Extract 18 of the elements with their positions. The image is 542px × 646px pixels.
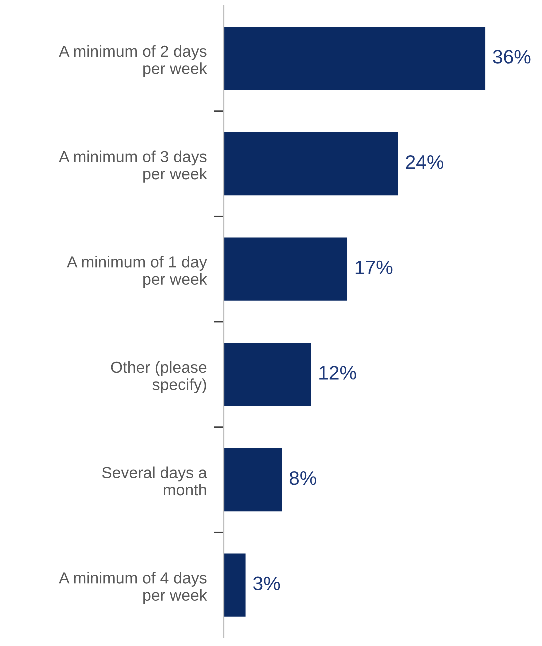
data-label: 3% (253, 576, 280, 591)
data-label: 24% (406, 155, 444, 170)
y-tick-label: A minimum of 2 days per week (59, 45, 208, 78)
bar (224, 554, 246, 617)
data-label: 12% (320, 366, 356, 380)
bar (224, 343, 312, 406)
y-tick-label: Other (please specify) (111, 361, 207, 394)
bar (224, 132, 398, 196)
data-label: 36% (493, 50, 531, 64)
y-tick-label: A minimum of 3 days per week (59, 150, 208, 183)
y-tick-label: A minimum of 4 days per week (59, 572, 208, 604)
data-label: 17% (356, 260, 393, 274)
bar (224, 238, 348, 301)
bar (224, 448, 282, 512)
data-label: 8% (290, 471, 316, 486)
y-tick-label: A minimum of 1 day per week (67, 256, 208, 288)
y-tick-label: Several days a month (102, 466, 208, 496)
bar (224, 27, 486, 90)
